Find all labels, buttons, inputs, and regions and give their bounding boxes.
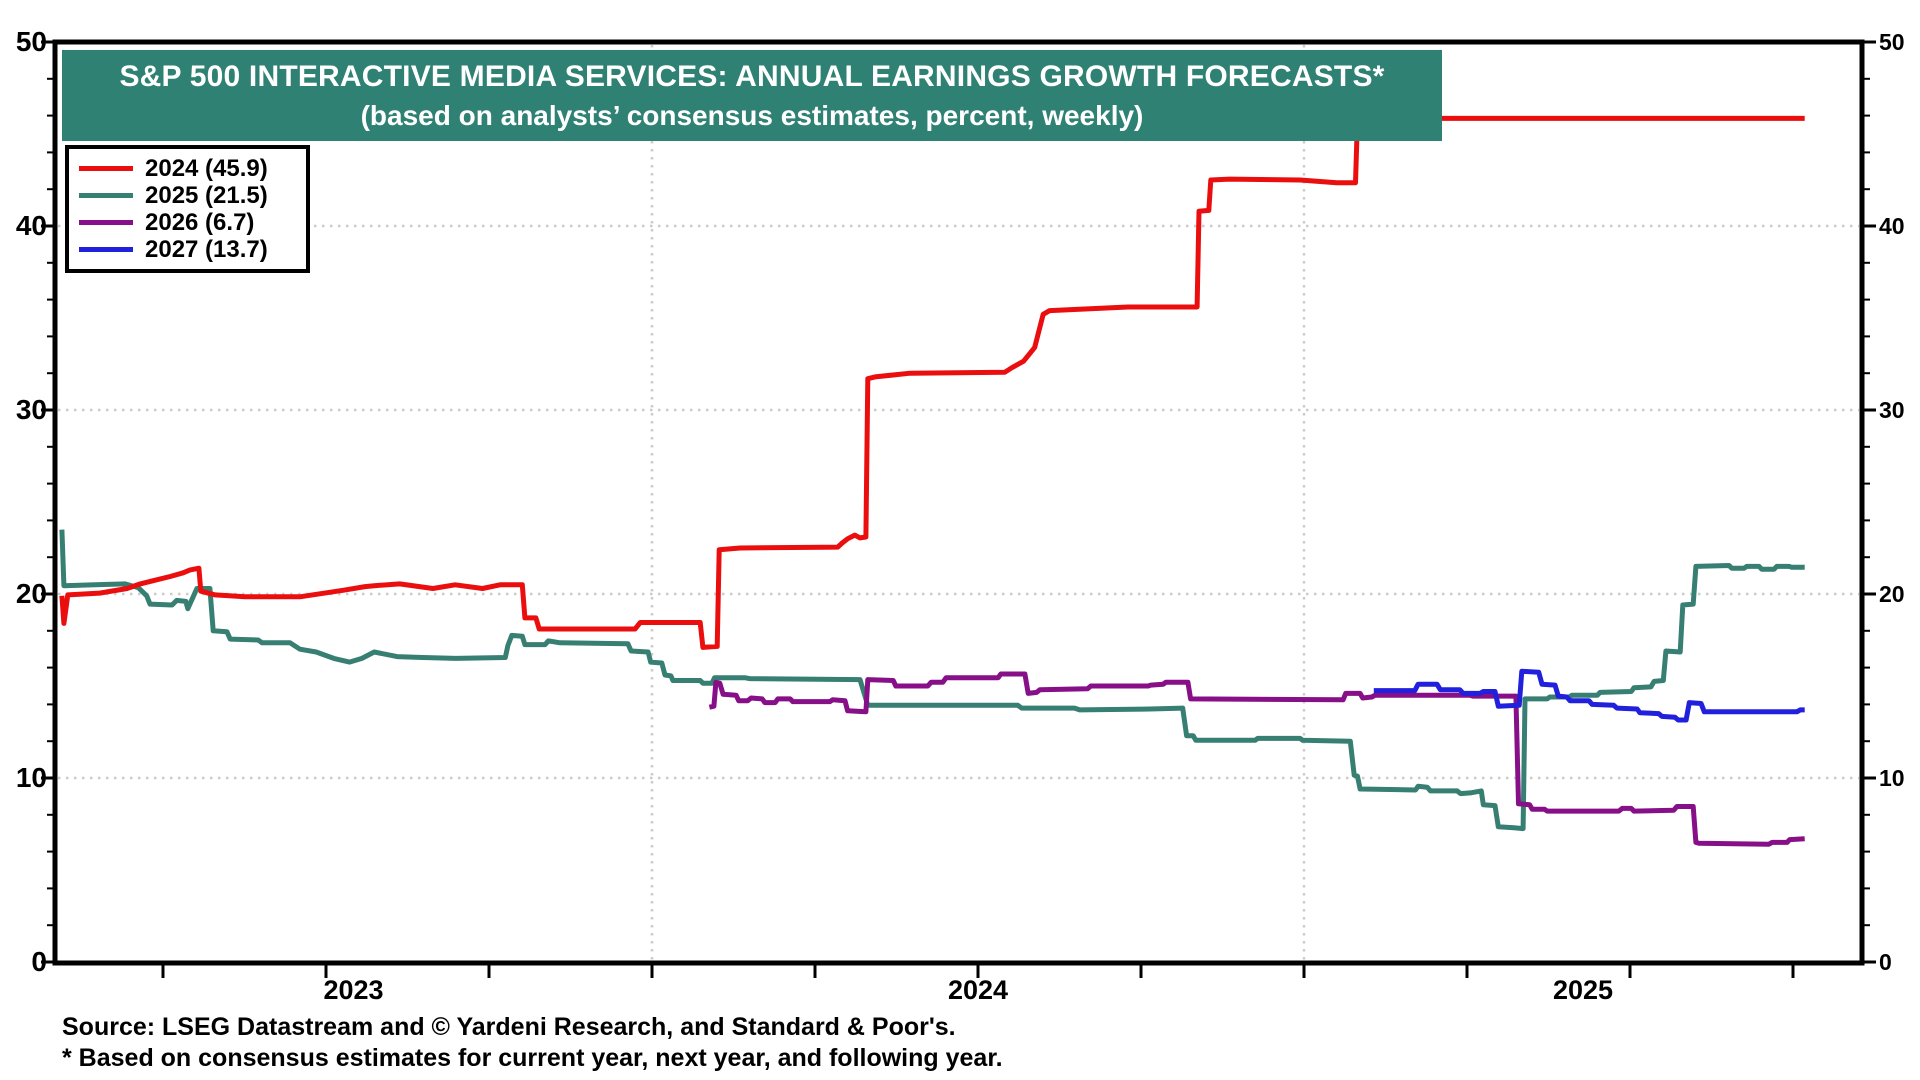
legend-label-2026: 2026 (6.7) [145,208,255,236]
title-banner: S&P 500 INTERACTIVE MEDIA SERVICES: ANNU… [62,50,1442,141]
plot-border [52,39,1865,966]
y-axis-label-left-30: 30 [15,394,47,425]
chart-title: S&P 500 INTERACTIVE MEDIA SERVICES: ANNU… [119,59,1385,93]
legend-swatch-2025-icon [79,193,133,198]
legend-label-2024: 2024 (45.9) [145,154,268,182]
y-axis-label-left-0: 0 [31,946,47,977]
series-line-2027 [1373,668,1805,723]
y-axis-label-right-0: 0 [1879,949,1892,975]
legend-item-2024: 2024 (45.9) [79,155,298,182]
y-axis-label-right-10: 10 [1879,765,1905,791]
y-axis-label-left-20: 20 [15,578,47,609]
y-axis-label-left-50: 50 [15,26,47,57]
y-axis-label-left-10: 10 [15,762,47,793]
y-axis-label-right-20: 20 [1879,581,1905,607]
legend-item-2027: 2027 (13.7) [79,236,298,263]
footnote-text: * Based on consensus estimates for curre… [62,1044,1003,1072]
legend-item-2025: 2025 (21.5) [79,182,298,209]
x-axis-label-2025: 2025 [1552,975,1614,1005]
series-line-2026 [708,671,1805,847]
legend-swatch-2026-icon [79,220,133,225]
chart-subtitle: (based on analysts’ consensus estimates,… [360,99,1144,131]
x-axis-label-2023: 2023 [323,975,384,1005]
legend-swatch-2024-icon [79,166,133,171]
legend-item-2026: 2026 (6.7) [79,209,298,236]
legend-label-2027: 2027 (13.7) [145,235,268,263]
y-axis-label-left-40: 40 [15,210,47,241]
y-axis-label-right-40: 40 [1879,213,1905,239]
legend-label-2025: 2025 (21.5) [145,181,268,209]
x-axis-label-2024: 2024 [947,975,1009,1005]
footer: Source: LSEG Datastream and © Yardeni Re… [62,1012,1003,1074]
legend: 2024 (45.9) 2025 (21.5) 2026 (6.7) 2027 … [65,145,310,273]
legend-swatch-2027-icon [79,247,133,252]
series-line-2025 [59,529,1805,832]
y-axis-label-right-30: 30 [1879,397,1905,423]
source-text: Source: LSEG Datastream and © Yardeni Re… [62,1013,956,1041]
y-axis-label-right-50: 50 [1879,29,1905,55]
series-line-2024 [59,115,1805,650]
